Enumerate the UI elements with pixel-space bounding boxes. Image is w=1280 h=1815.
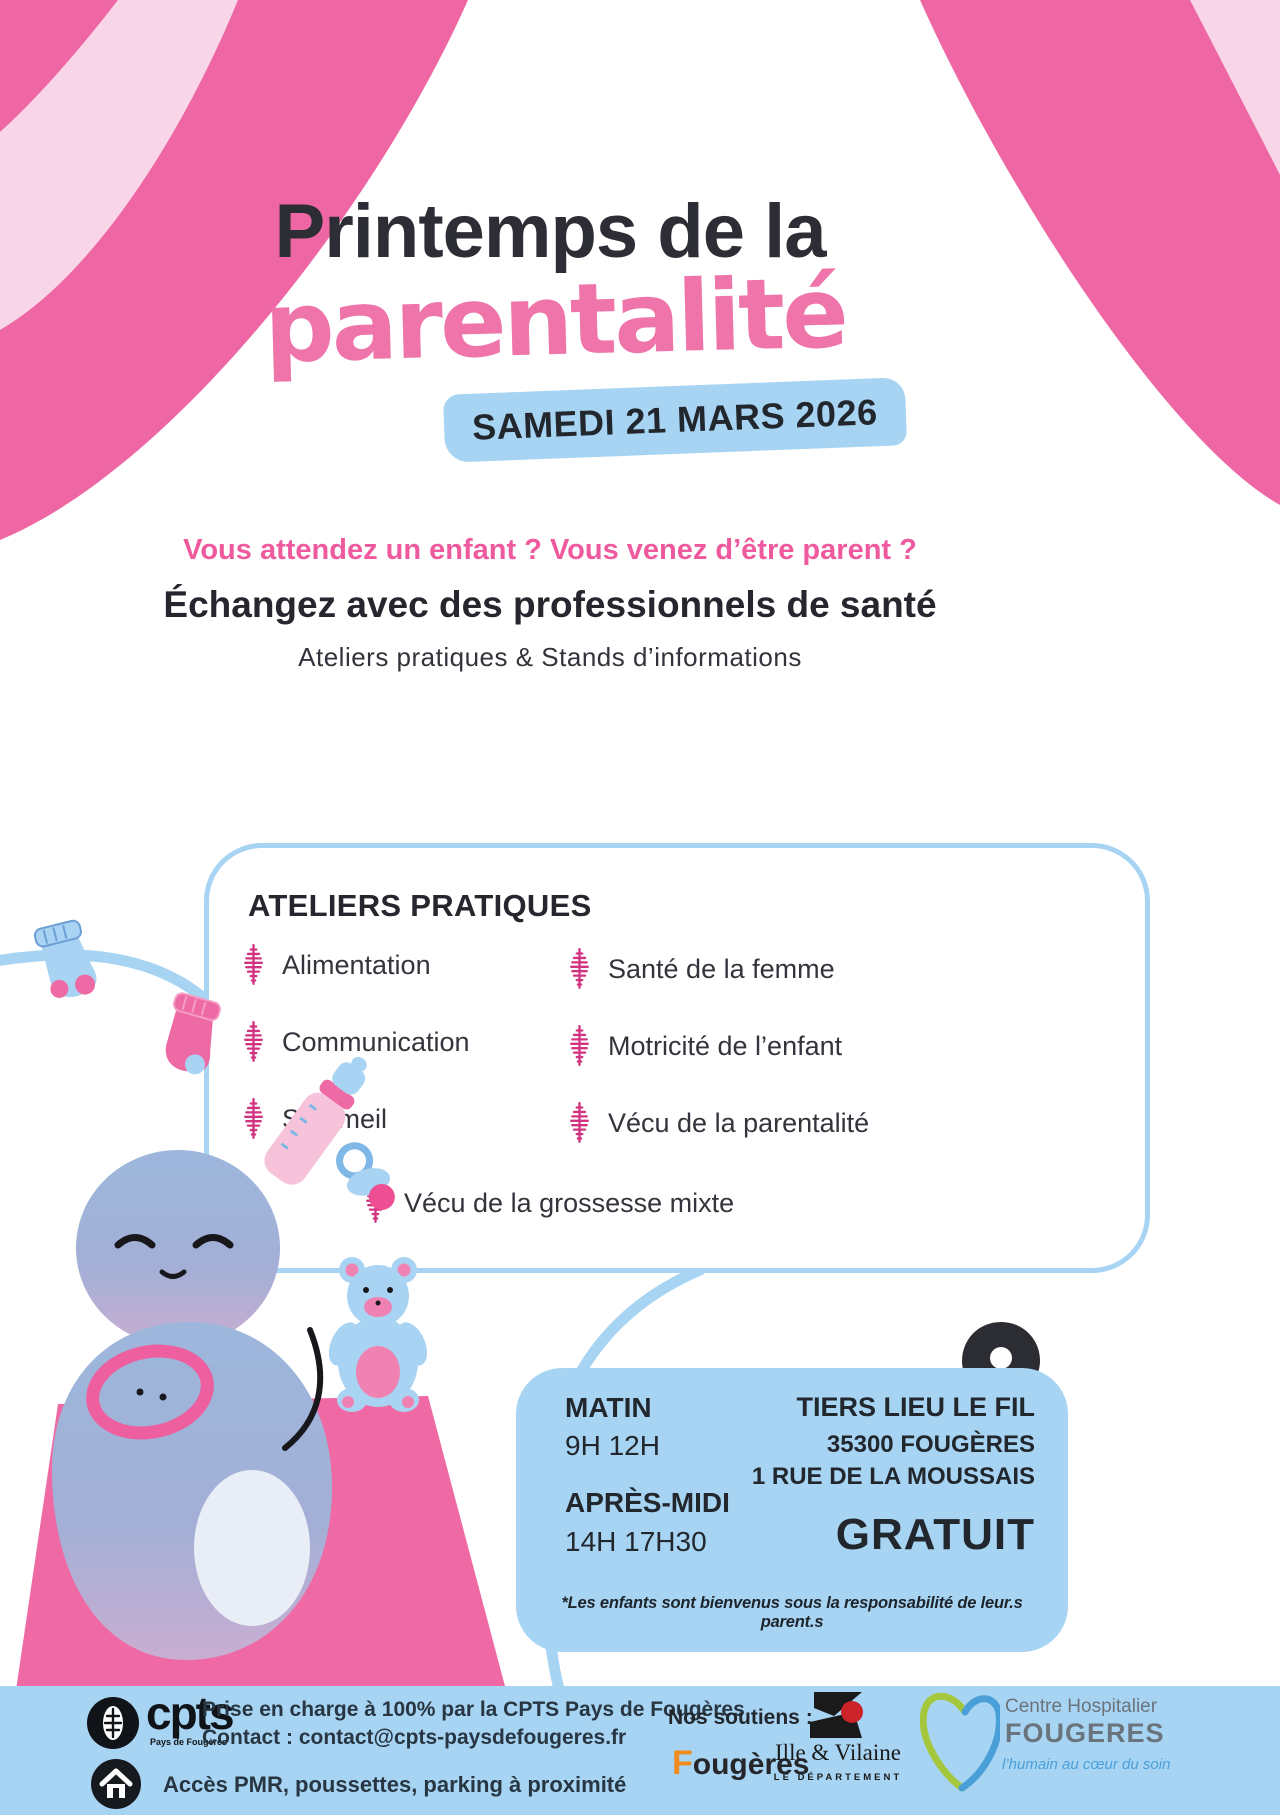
footer-band (0, 1686, 1280, 1815)
workshops-title: ATELIERS PRATIQUES (248, 888, 592, 923)
pacifier-illustration (336, 1142, 395, 1210)
fougeres-logo-rest: ougères (692, 1748, 810, 1781)
morning-hours: 9H 12H (565, 1430, 660, 1461)
arch-background (0, 0, 1280, 560)
workshop-item: Communication (240, 1021, 470, 1063)
fir-sprig-icon (240, 1021, 267, 1063)
afternoon-hours: 14H 17H30 (565, 1526, 707, 1557)
venue-address: 1 RUE DE LA MOUSSAIS (751, 1463, 1035, 1490)
workshop-label: Vécu de la grossesse mixte (404, 1187, 735, 1218)
info-panel (516, 1368, 1068, 1652)
supporters-label: Nos soutiens : (668, 1706, 813, 1729)
hospital-line2: FOUGERES (1005, 1718, 1165, 1748)
workshop-item: Motricité de l’enfant (566, 1025, 842, 1067)
ille-et-vilaine-logo-icon (800, 1690, 876, 1740)
audience-question: Vous attendez un enfant ? Vous venez d’ê… (183, 534, 917, 566)
children-note: *Les enfants sont bienvenus sous la resp… (561, 1594, 1023, 1631)
fougeres-city-logo: Fougères (672, 1744, 810, 1783)
dept-subtitle: LE DÉPARTEMENT (773, 1772, 903, 1783)
workshop-label: Communication (282, 1026, 470, 1057)
fir-sprig-icon (566, 948, 593, 990)
funding-line: Prise en charge à 100% par la CPTS Pays … (202, 1698, 745, 1721)
access-info: Accès PMR, poussettes, parking à proximi… (163, 1772, 627, 1797)
house-accessibility-icon (90, 1758, 142, 1810)
price-label: GRATUIT (835, 1510, 1035, 1559)
workshop-item: Alimentation (240, 944, 431, 986)
fir-sprig-icon (240, 1098, 267, 1140)
sub-heading: Ateliers pratiques & Stands d’informatio… (298, 642, 802, 672)
afternoon-label: APRÈS-MIDI (565, 1487, 730, 1518)
fir-sprig-icon (240, 944, 267, 986)
hospital-line1: Centre Hospitalier (1005, 1696, 1158, 1717)
workshop-label: Vécu de la parentalité (608, 1107, 870, 1138)
poster-title-line1: Printemps de la (274, 189, 827, 274)
fir-sprig-icon (566, 1102, 593, 1144)
fougeres-logo-f: F (672, 1744, 693, 1782)
fir-sprig-icon (566, 1025, 593, 1067)
workshop-label: Alimentation (282, 949, 431, 980)
blue-sock-illustration (33, 919, 97, 998)
baby-bottle-illustration (264, 1056, 367, 1185)
workshop-item: Santé de la femme (566, 948, 835, 990)
hospital-tagline: l’humain au cœur du soin (1002, 1756, 1171, 1773)
cpts-logo-icon (86, 1696, 140, 1750)
cpts-logo-text: cpts (146, 1687, 235, 1739)
cpts-logo-subtext: Pays de Fougères (150, 1737, 228, 1747)
dept-name: Ille & Vilaine (775, 1740, 901, 1765)
hospital-heart-logo-icon (920, 1688, 1000, 1798)
venue-city: 35300 FOUGÈRES (826, 1431, 1035, 1458)
contact-line: Contact : contact@cpts-paysdefougeres.fr (202, 1726, 627, 1749)
main-heading: Échangez avec des professionnels de sant… (163, 584, 937, 625)
pink-sock-illustration (165, 992, 221, 1075)
teddy-bear-illustration (328, 1257, 428, 1412)
venue-name: TIERS LIEU LE FIL (796, 1392, 1035, 1422)
workshop-item: Vécu de la parentalité (566, 1102, 869, 1144)
workshop-label: Santé de la femme (608, 953, 835, 984)
workshop-label: Motricité de l’enfant (608, 1030, 843, 1061)
parent-baby-illustration (52, 1150, 332, 1660)
morning-label: MATIN (565, 1392, 652, 1423)
